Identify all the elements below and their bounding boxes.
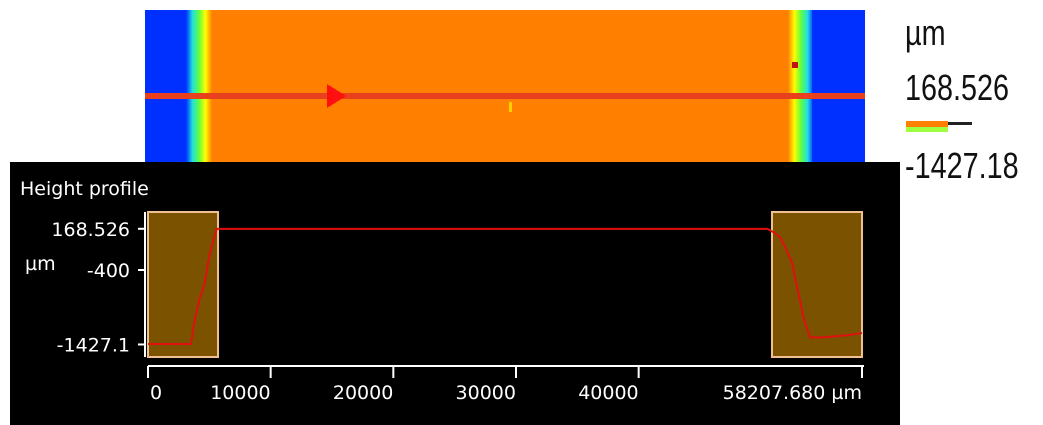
- map-surface: [145, 10, 865, 162]
- legend-swatch: [906, 121, 948, 127]
- color-legend: µm 168.526 -1427.18: [905, 12, 1019, 186]
- map-transition-left: [186, 10, 212, 162]
- x-end-label: 58207.680 µm: [723, 382, 862, 404]
- x-tick-label: 20000: [333, 382, 393, 404]
- cursor-region: [148, 212, 218, 357]
- legend-max: 168.526: [905, 67, 1009, 108]
- y-tick-label: 168.526: [51, 219, 130, 241]
- profile-panel: Height profile µm 58207.680 µm 168.526 -4…: [10, 162, 900, 425]
- marker: [792, 62, 798, 68]
- x-tick-label: 0: [150, 382, 162, 404]
- legend-swatch: [948, 122, 972, 125]
- y-unit: µm: [25, 253, 56, 275]
- legend-swatch: [906, 127, 948, 132]
- map-edge-left: [145, 10, 189, 162]
- map-edge-right: [812, 10, 865, 162]
- x-tick-label: 30000: [456, 382, 516, 404]
- x-tick-label: 40000: [578, 382, 638, 404]
- marker: [509, 102, 512, 112]
- panel-title: Height profile: [20, 178, 149, 200]
- legend-unit: µm: [905, 12, 946, 53]
- legend-min: -1427.18: [905, 145, 1019, 186]
- x-tick-label: 10000: [210, 382, 270, 404]
- y-tick-label: -1427.1: [57, 334, 130, 356]
- y-tick-label: -400: [87, 260, 130, 282]
- profile-line: [145, 93, 865, 99]
- height-map: [145, 10, 865, 162]
- screen: µm 168.526 -1427.18 Height profile µm 58…: [0, 0, 1043, 425]
- map-transition-right: [788, 10, 814, 162]
